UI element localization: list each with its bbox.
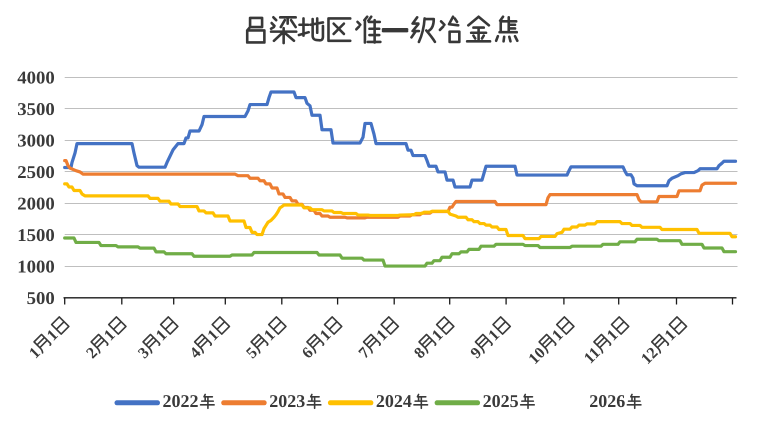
svg-text:1500: 1500 [17, 225, 55, 245]
svg-text:2500: 2500 [17, 162, 55, 182]
svg-text:2026: 2026 [589, 391, 625, 411]
svg-text:4000: 4000 [17, 68, 55, 88]
svg-text:1000: 1000 [17, 257, 55, 277]
svg-text:2022: 2022 [163, 391, 199, 411]
svg-text:2024: 2024 [376, 391, 412, 411]
svg-text:2025: 2025 [483, 391, 519, 411]
svg-text:3500: 3500 [17, 99, 55, 119]
svg-text:500: 500 [27, 288, 55, 308]
svg-text:2023: 2023 [269, 391, 305, 411]
svg-text:2000: 2000 [17, 194, 55, 214]
svg-text:3000: 3000 [17, 131, 55, 151]
